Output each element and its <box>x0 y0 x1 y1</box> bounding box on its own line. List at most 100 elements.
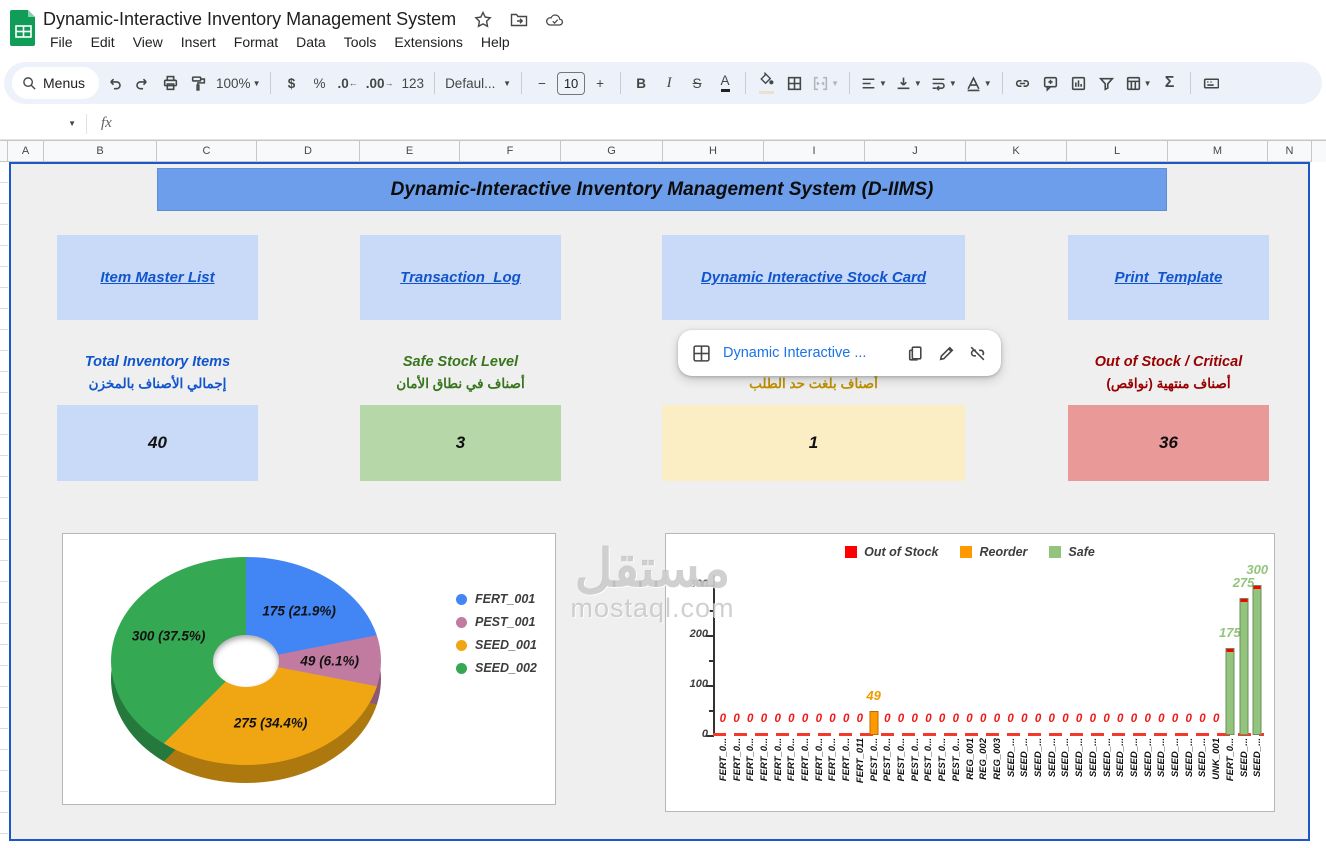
zero-value-label: 0 <box>1021 713 1028 725</box>
insert-comment-button[interactable] <box>1038 68 1064 98</box>
vertical-align-button[interactable]: ▼ <box>892 68 925 98</box>
column-header-e[interactable]: E <box>360 141 460 162</box>
insert-chart-button[interactable] <box>1066 68 1092 98</box>
zero-value-label: 0 <box>1212 713 1220 725</box>
sheets-logo-icon[interactable] <box>10 10 37 46</box>
nav-link-dynamic-interactive-stock-card[interactable]: Dynamic Interactive Stock Card <box>700 269 927 286</box>
menus-search-pill[interactable]: Menus <box>12 67 100 99</box>
more-formats-button[interactable]: 123 <box>401 75 425 91</box>
increase-font-size-button[interactable]: + <box>596 75 604 91</box>
search-icon <box>23 76 36 90</box>
increase-decimal-button[interactable]: .00 → <box>365 75 394 91</box>
sheet-grid[interactable]: Dynamic-Interactive Inventory Management… <box>0 162 1326 848</box>
zero-value-label: 0 <box>993 713 1001 725</box>
zoom-select[interactable]: 100% ▼ <box>216 75 261 91</box>
stat-title-arabic-2: أصناف في نطاق الأمان <box>396 376 525 391</box>
redo-button[interactable] <box>129 68 155 98</box>
borders-button[interactable] <box>781 68 807 98</box>
copy-link-icon[interactable] <box>906 344 925 363</box>
pie-slice-label-pest-001: 49 (6.1%) <box>300 653 359 669</box>
bar-value-label: 300 <box>1246 562 1269 577</box>
column-header-m[interactable]: M <box>1168 141 1268 162</box>
undo-button[interactable] <box>101 68 127 98</box>
stat-value-box-4[interactable]: 36 <box>1068 405 1269 481</box>
bold-button[interactable]: B <box>636 75 646 91</box>
column-header-k[interactable]: K <box>966 141 1067 162</box>
menu-file[interactable]: File <box>50 34 73 50</box>
y-tick-mark <box>706 685 714 687</box>
menu-edit[interactable]: Edit <box>90 34 115 50</box>
move-to-folder-icon[interactable] <box>510 11 528 29</box>
star-icon[interactable] <box>474 10 492 29</box>
strikethrough-button[interactable]: S <box>692 75 702 91</box>
link-preview-popup: Dynamic Interactive ... <box>678 330 1001 376</box>
fill-color-button[interactable] <box>753 68 779 98</box>
column-header-f[interactable]: F <box>460 141 561 162</box>
zero-value-label: 0 <box>1103 713 1110 725</box>
italic-button[interactable]: I <box>666 74 672 91</box>
menu-view[interactable]: View <box>132 34 163 50</box>
inventory-pie-chart[interactable]: 175 (21.9%) 49 (6.1%) 275 (34.4%) 300 (37.5… <box>62 533 556 805</box>
document-title[interactable]: Dynamic-Interactive Inventory Management… <box>43 9 457 29</box>
link-preview-label[interactable]: Dynamic Interactive ... <box>723 345 867 361</box>
bar-slot-30: 0 SEED_... <box>1113 575 1127 777</box>
paint-format-button[interactable] <box>185 68 211 98</box>
font-select[interactable]: Defaul... ▼ <box>445 75 512 91</box>
collapsed-row-headers[interactable] <box>0 162 8 841</box>
column-header-b[interactable]: B <box>44 141 157 162</box>
print-button[interactable] <box>157 68 183 98</box>
insert-link-button[interactable] <box>1010 68 1036 98</box>
nav-link-item-master-list[interactable]: Item Master List <box>100 269 215 286</box>
bar-slot-36: 0 SEED_... <box>1196 575 1210 777</box>
menu-help[interactable]: Help <box>480 34 510 50</box>
horizontal-align-button[interactable]: ▼ <box>862 77 887 89</box>
stat-value-box-1[interactable]: 40 <box>57 405 258 481</box>
bar-slot-33: 0 SEED_... <box>1155 575 1169 777</box>
format-percent-button[interactable]: % <box>313 75 326 91</box>
zero-value-label: 0 <box>1144 713 1151 725</box>
merge-cells-button[interactable]: ▼ <box>809 68 842 98</box>
column-header-h[interactable]: H <box>663 141 764 162</box>
column-header-l[interactable]: L <box>1067 141 1168 162</box>
menu-insert[interactable]: Insert <box>180 34 216 50</box>
nav-card-dynamic-interactive-stock-card: Dynamic Interactive Stock Card <box>662 235 965 320</box>
text-rotation-button[interactable]: ▼ <box>962 68 995 98</box>
font-size-input[interactable]: 10 <box>557 71 586 95</box>
functions-button[interactable]: Σ <box>1164 74 1175 91</box>
name-box-caret-icon: ▼ <box>68 119 76 128</box>
zero-value-label: 0 <box>747 713 754 725</box>
stock-status-bar-chart[interactable]: Out of Stock Reorder Safe 0 100 200 300 0 FERT… <box>665 533 1275 812</box>
formula-input[interactable] <box>112 108 1326 139</box>
edit-link-icon[interactable] <box>937 344 956 363</box>
nav-link-print-template[interactable]: Print_Template <box>1114 269 1223 286</box>
corner-cell[interactable] <box>0 141 8 162</box>
remove-link-icon[interactable] <box>968 344 987 363</box>
create-filter-button[interactable] <box>1094 68 1120 98</box>
stat-value-box-3[interactable]: 1 <box>662 405 965 481</box>
name-box[interactable]: ▼ <box>0 119 86 128</box>
column-header-d[interactable]: D <box>257 141 360 162</box>
nav-link-transaction-log[interactable]: Transaction_Log <box>400 269 521 286</box>
y-tick-label-100: 100 <box>689 678 708 690</box>
column-header-j[interactable]: J <box>865 141 966 162</box>
column-header-c[interactable]: C <box>157 141 257 162</box>
decrease-decimal-button[interactable]: .0 ← <box>337 75 358 91</box>
input-tools-button[interactable] <box>1198 68 1224 98</box>
legend-label: FERT_001 <box>475 592 536 606</box>
format-currency-button[interactable]: $ <box>287 75 296 91</box>
menu-format[interactable]: Format <box>233 34 279 50</box>
table-views-button[interactable]: ▼ <box>1122 68 1155 98</box>
column-header-a[interactable]: A <box>8 141 44 162</box>
column-header-g[interactable]: G <box>561 141 663 162</box>
decrease-font-size-button[interactable]: − <box>538 75 546 91</box>
zero-value-label: 0 <box>884 713 891 725</box>
column-header-i[interactable]: I <box>764 141 865 162</box>
stat-value-box-2[interactable]: 3 <box>360 405 561 481</box>
menu-extensions[interactable]: Extensions <box>394 34 463 50</box>
menu-data[interactable]: Data <box>296 34 326 50</box>
menu-tools[interactable]: Tools <box>343 34 377 50</box>
column-header-n[interactable]: N <box>1268 141 1312 162</box>
text-color-button[interactable]: A <box>712 68 738 98</box>
cloud-saved-icon[interactable] <box>546 11 564 29</box>
text-wrap-button[interactable]: ▼ <box>927 68 960 98</box>
